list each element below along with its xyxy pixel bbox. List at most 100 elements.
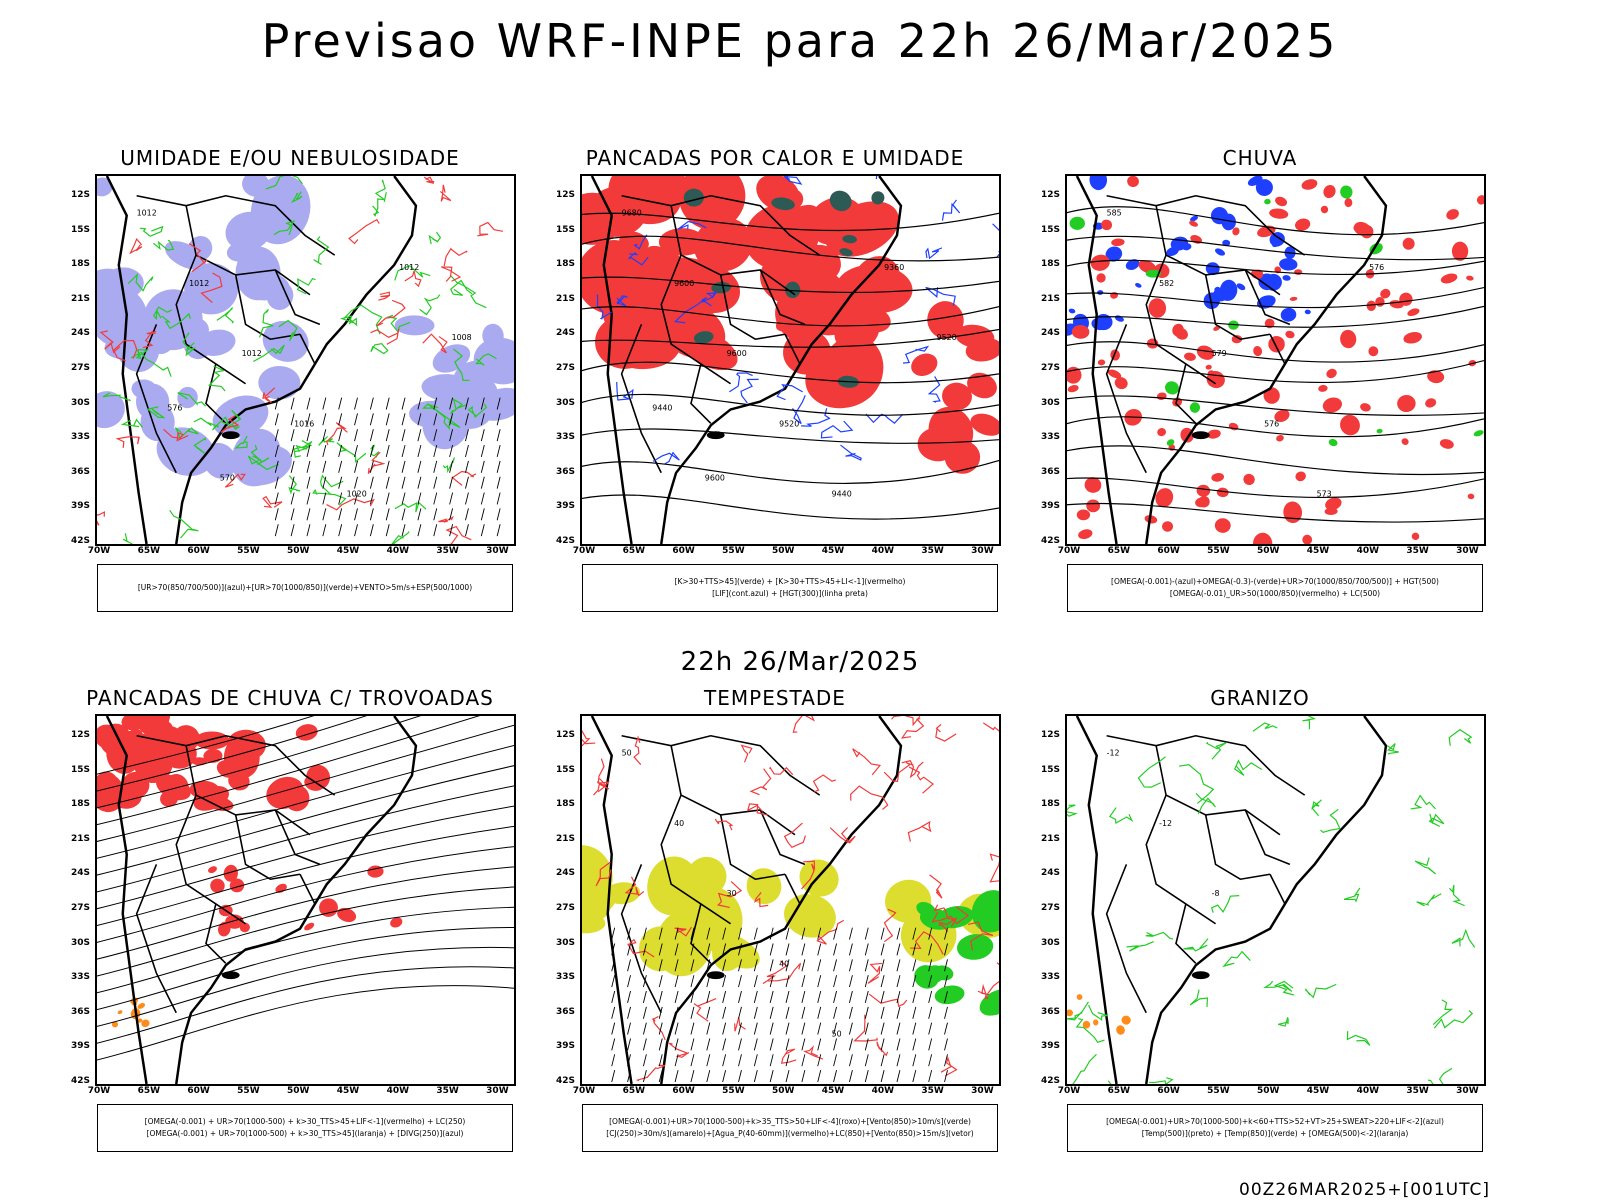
lon-label: 45W: [821, 546, 845, 556]
contour-label: 1012: [399, 263, 419, 272]
map-svg: 585 582 579 576 573 576: [1067, 176, 1484, 544]
lat-label: 21S: [71, 833, 91, 844]
map-svg: [97, 716, 514, 1084]
contour-label: 9520: [779, 419, 799, 428]
map-svg: -12 -12 -8: [1067, 716, 1476, 1084]
lon-label: 65W: [622, 1086, 646, 1096]
coastline: [1075, 716, 1388, 1084]
contour-label: 40: [674, 819, 684, 828]
lon-label: 55W: [722, 546, 745, 556]
lifted-index-contours: [596, 176, 999, 465]
contour-label: 1012: [189, 279, 209, 288]
contour-label: 1008: [452, 333, 472, 342]
contour-label: 9440: [832, 490, 852, 499]
legend-caption: [OMEGA(-0.001)-(azul)+OMEGA(-0.3)-(verde…: [1067, 564, 1483, 612]
lon-label: 50W: [771, 546, 795, 556]
contour-label: 9440: [652, 403, 672, 412]
lat-label: 24S: [71, 868, 91, 879]
panel-title: PANCADAS POR CALOR E UMIDADE: [585, 146, 965, 170]
lon-label: 60W: [1157, 546, 1180, 556]
lat-label: 15S: [1041, 224, 1061, 235]
lat-label: 24S: [1041, 868, 1061, 879]
lat-label: 21S: [556, 293, 576, 304]
lat-label: 12S: [1041, 190, 1061, 200]
lat-label: 27S: [556, 903, 576, 913]
lon-label: 40W: [871, 1086, 895, 1096]
lat-label: 42S: [556, 536, 576, 546]
lat-label: 30S: [71, 397, 91, 408]
lat-label: 42S: [556, 1076, 576, 1086]
lon-label: 30W: [1456, 546, 1479, 556]
contour-label: 1016: [294, 419, 314, 428]
lat-label: 27S: [556, 363, 576, 373]
map-area: 585 582 579 576 573 576: [1065, 174, 1486, 546]
contour-label: 50: [622, 749, 632, 758]
lat-label: 15S: [556, 224, 576, 235]
wind-vectors: [274, 397, 501, 537]
map-area: 9680 9600 9600 9520 9440 9360 9520 9440 9600: [580, 174, 1001, 546]
legend-caption: [UR>70(850/700/500)](azul)+[UR>70(1000/8…: [97, 564, 513, 612]
lon-label: 70W: [572, 546, 596, 556]
lon-label: 55W: [237, 1086, 260, 1096]
lat-label: 30S: [1041, 937, 1061, 948]
lon-label: 45W: [336, 546, 360, 556]
orange-storm-area: [111, 997, 150, 1028]
contour-label: -8: [1212, 889, 1220, 898]
lat-label: 18S: [1041, 799, 1061, 810]
panel-umidade: UMIDADE E/OU NEBULOSIDADE 1012 1012 1012 101…: [70, 146, 516, 616]
lon-label: 60W: [187, 546, 210, 556]
lat-label: 15S: [71, 224, 91, 235]
lon-label: 55W: [1207, 1086, 1230, 1096]
panel-pancadas-calor: PANCADAS POR CALOR E UMIDADE 9680 9600 9600…: [555, 146, 1001, 616]
red-water-contours: [582, 716, 999, 1082]
hgt500-contours: [1067, 206, 1484, 523]
lon-label: 30W: [1456, 1086, 1479, 1096]
map-svg: 50 40 30 40 50: [582, 716, 999, 1084]
lat-label: 24S: [556, 868, 576, 879]
green-humidity-contours: [102, 176, 497, 544]
lon-label: 45W: [1306, 546, 1330, 556]
red-storm-area: [97, 716, 331, 813]
lat-label: 36S: [1041, 466, 1061, 477]
red-thickness-contours: [97, 176, 503, 544]
lat-label: 12S: [556, 190, 576, 200]
legend-line: [OMEGA(-0.001)+UR>70(1000-500)+k>35_TTS>…: [609, 1117, 971, 1126]
lon-label: 65W: [137, 546, 161, 556]
contour-label: -12: [1107, 749, 1120, 758]
panel-trovoadas: PANCADAS DE CHUVA C/ TROVOADAS 12S 15S 18S 2…: [70, 686, 516, 1156]
legend-line: [OMEGA(-0.001)-(azul)+OMEGA(-0.3)-(verde…: [1111, 577, 1439, 586]
lat-label: 18S: [1041, 259, 1061, 270]
lon-label: 35W: [436, 546, 459, 556]
lat-label: 39S: [1041, 1041, 1061, 1052]
lon-label: 70W: [87, 1086, 111, 1096]
lon-label: 70W: [87, 546, 111, 556]
panel-granizo: GRANIZO -12 -12 -8 12S 15S 18S 21S 24S 27S 30S 33S 3…: [1040, 686, 1486, 1156]
map-svg: 9680 9600 9600 9520 9440 9360 9520 9440 9600: [582, 176, 999, 544]
lon-label: 55W: [237, 546, 260, 556]
contour-label: -12: [1159, 819, 1172, 828]
lon-label: 65W: [137, 1086, 161, 1096]
lat-label: 21S: [1041, 833, 1061, 844]
lon-label: 45W: [821, 1086, 845, 1096]
lon-label: 35W: [436, 1086, 459, 1096]
panel-title: CHUVA: [1222, 146, 1298, 170]
lon-label: 65W: [1107, 1086, 1131, 1096]
lat-label: 42S: [71, 1076, 91, 1086]
lat-label: 36S: [71, 466, 91, 477]
lon-label: 55W: [1207, 546, 1230, 556]
lon-label: 70W: [572, 1086, 596, 1096]
main-title: Previsao WRF-INPE para 22h 26/Mar/2025: [261, 14, 1339, 68]
lon-label: 60W: [187, 1086, 210, 1096]
lat-label: 24S: [71, 328, 91, 339]
blue-humidity-area-east: [394, 315, 514, 450]
lat-label: 21S: [71, 293, 91, 304]
lon-label: 40W: [1356, 546, 1380, 556]
map-area: -12 -12 -8: [1065, 714, 1486, 1086]
lat-label: 18S: [556, 799, 576, 810]
lat-label: 42S: [71, 536, 91, 546]
lon-label: 50W: [286, 1086, 310, 1096]
lat-label: 39S: [556, 1041, 576, 1052]
contour-label: 579: [1212, 349, 1227, 358]
lon-label: 50W: [1256, 546, 1280, 556]
contour-label: 50: [832, 1030, 842, 1039]
